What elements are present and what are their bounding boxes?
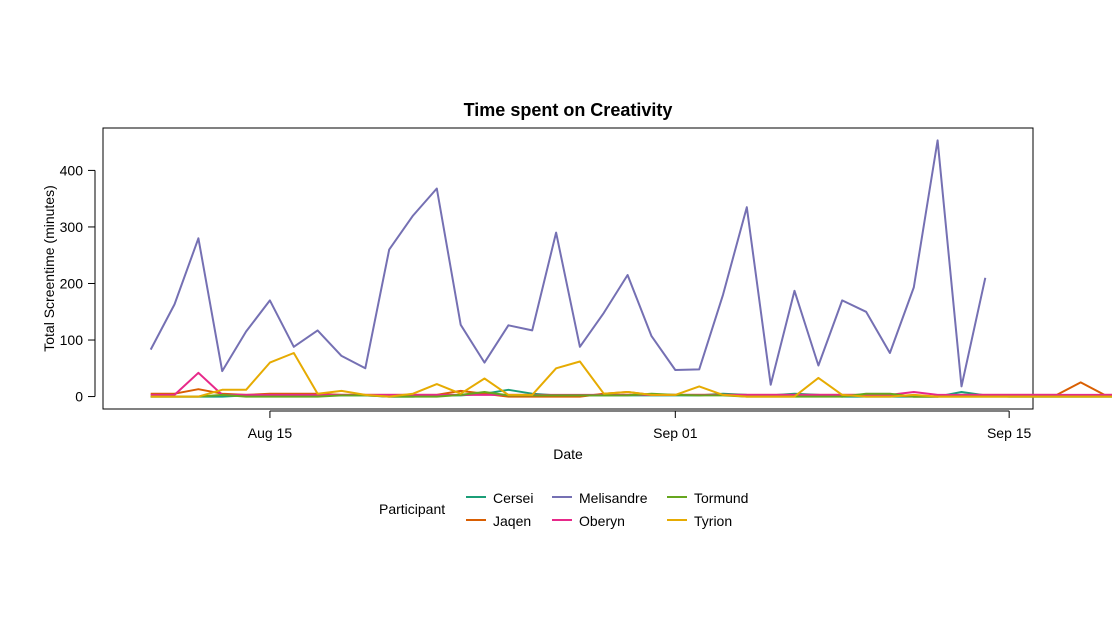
- legend-label-melisandre: Melisandre: [579, 490, 648, 506]
- x-tick-label: Sep 15: [987, 425, 1032, 441]
- y-tick-label: 300: [60, 219, 84, 235]
- y-axis: 0 100 200 300 400: [60, 162, 96, 405]
- legend-label-cersei: Cersei: [493, 490, 533, 506]
- legend-label-tyrion: Tyrion: [694, 513, 732, 529]
- plot-area-border: [102, 127, 1034, 410]
- x-axis-title: Date: [553, 446, 583, 462]
- y-axis-title: Total Screentime (minutes): [41, 185, 57, 352]
- x-tick-label: Aug 15: [248, 425, 293, 441]
- series-lines: [149, 139, 1112, 398]
- y-tick-label: 400: [60, 162, 84, 178]
- legend: Participant Cersei Jaqen Melisandre Oberyn T…: [379, 490, 748, 529]
- y-tick-label: 200: [60, 275, 84, 291]
- series-line-tyrion: [150, 352, 1112, 398]
- x-tick-label: Sep 01: [653, 425, 698, 441]
- x-axis: Aug 15 Sep 01 Sep 15: [248, 410, 1032, 441]
- legend-label-tormund: Tormund: [694, 490, 748, 506]
- legend-title: Participant: [379, 501, 445, 517]
- series-line-melisandre: [149, 139, 987, 388]
- y-tick-label: 0: [75, 389, 83, 405]
- legend-label-jaqen: Jaqen: [493, 513, 531, 529]
- legend-label-oberyn: Oberyn: [579, 513, 625, 529]
- y-tick-label: 100: [60, 332, 84, 348]
- chart-title: Time spent on Creativity: [464, 100, 673, 120]
